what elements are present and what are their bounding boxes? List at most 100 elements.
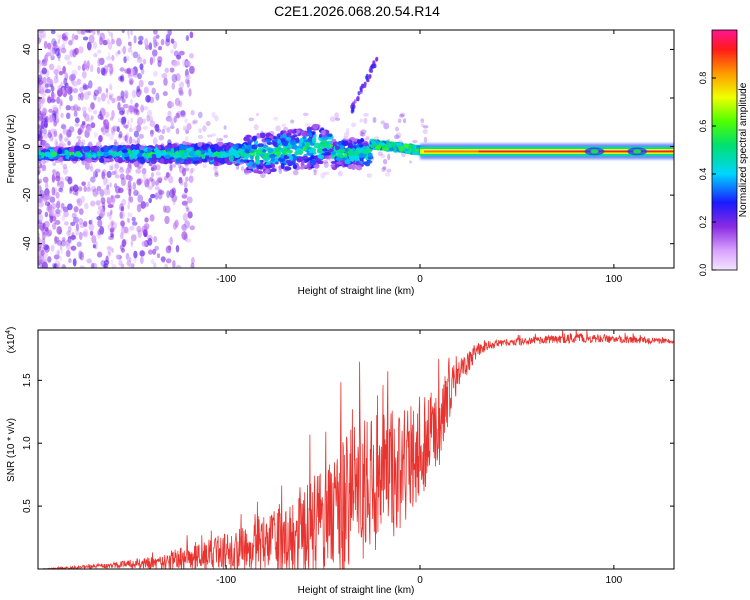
spectrogram-cell	[109, 211, 112, 217]
spectrogram-cell	[197, 134, 203, 140]
spectrogram-cell	[308, 132, 313, 138]
spectrogram-cell	[214, 115, 219, 122]
spectrogram-cell	[180, 110, 186, 116]
spectrogram-cell	[114, 162, 120, 169]
spectrogram-cell	[241, 145, 247, 150]
spectrogram-cell	[114, 169, 118, 175]
spectrogram-cell	[184, 118, 188, 124]
spectrogram-cell	[135, 109, 140, 116]
spectrogram-cell	[295, 137, 300, 143]
spectrogram-cell	[109, 227, 115, 232]
spectrogram-cell	[86, 41, 92, 51]
spectrogram-cell	[192, 119, 199, 124]
spectrogram-cell	[334, 117, 341, 121]
spectrogram-cell	[265, 164, 272, 169]
spectrogram-cell	[44, 151, 52, 158]
spectrogram-cell	[47, 256, 52, 263]
spectrogram-cell	[323, 161, 329, 168]
spectrogram-cell	[144, 38, 149, 47]
spectrogram-cell	[189, 52, 194, 59]
spectrogram-cell	[54, 236, 60, 243]
spectrogram-cell	[118, 168, 125, 173]
spectrogram-cell	[146, 114, 150, 122]
spectrogram-cell	[350, 109, 354, 114]
spectrogram-cell	[121, 30, 125, 34]
spectrogram-cell	[205, 120, 211, 127]
spectrogram-cell	[181, 224, 187, 231]
spectrogram-cell	[184, 187, 188, 194]
spectrogram-cell	[60, 188, 64, 194]
spectrogram-cell	[344, 135, 349, 141]
spectrogram-cell	[166, 151, 171, 155]
spectrogram-cell	[590, 149, 599, 154]
spectrogram-cell	[168, 175, 174, 184]
spectrogram-cell	[49, 133, 54, 142]
spectrogram-cell	[87, 152, 92, 159]
spectrogram-cell	[52, 104, 58, 111]
spectrogram-cell	[92, 170, 99, 178]
spectrogram-cell	[117, 111, 123, 115]
spectrogram-cell	[193, 156, 200, 160]
spectrogram-cell	[175, 128, 180, 135]
spectrogram-cell	[40, 151, 45, 157]
spectrogram-cell	[335, 157, 343, 161]
spectrogram-cell	[46, 96, 52, 104]
spectrogram-cell	[248, 161, 253, 167]
spectrogram-cell	[96, 30, 100, 34]
spectrogram-cell	[78, 208, 84, 215]
spectrogram-cell	[82, 84, 89, 90]
spectrogram-cell	[57, 199, 60, 204]
spectrogram-cell	[132, 72, 139, 78]
spectrogram-cell	[48, 108, 53, 113]
spectrogram-cell	[76, 198, 81, 204]
spectrogram-cell	[68, 39, 73, 46]
spectrogram-cell	[103, 152, 110, 157]
snr-y-tick-label: 1.0	[22, 436, 33, 450]
spectrogram-cell	[323, 171, 330, 176]
spectrogram-cell	[174, 153, 182, 157]
spectrogram-cell	[136, 225, 142, 233]
spectrogram-cell	[81, 120, 86, 126]
spectrogram-cell	[42, 30, 47, 39]
spectrogram-cell	[102, 126, 107, 136]
spectrogram-cell	[38, 195, 42, 202]
spectrogram-cell	[70, 234, 77, 240]
spectrogram-cell	[90, 218, 94, 226]
spectrogram-cell	[84, 30, 91, 33]
spectrogram-cell	[324, 151, 331, 156]
colorbar-tick-label: 0.8	[698, 72, 708, 85]
spectrogram-cell	[202, 145, 207, 150]
spectrogram-cell	[121, 198, 127, 206]
spectrogram-cell	[415, 145, 421, 149]
spectrogram-cell	[57, 85, 60, 91]
spectrogram-cell	[181, 231, 188, 240]
spectrogram-cell	[64, 82, 69, 88]
spectrogram-cell	[178, 50, 185, 56]
spectrogram-cell	[189, 65, 195, 75]
spectrogram-cell	[91, 156, 98, 161]
spectrogram-cell	[154, 123, 160, 132]
spectrogram-cell	[105, 88, 109, 94]
spectrogram-cell	[164, 263, 168, 268]
spectrogram-cell	[60, 81, 63, 87]
spectrogram-cell	[150, 159, 157, 165]
spectrogram-cell	[149, 116, 154, 123]
spectrogram-cell	[162, 91, 168, 97]
spectrogram-cell	[125, 174, 131, 181]
spectrogram-cell	[356, 95, 360, 101]
spectrogram-cell	[103, 263, 109, 268]
spectrogram-cell	[96, 185, 102, 192]
spectrogram-cell	[185, 238, 192, 243]
spectrogram-cell	[181, 194, 188, 199]
snr-scale-group: (x104)	[5, 327, 17, 354]
spectrogram-cell	[123, 124, 129, 129]
spectrogram-y-tick-label: -20	[22, 187, 33, 202]
spectrogram-cell	[72, 87, 79, 94]
spectrogram-cell	[188, 88, 192, 97]
spectrogram-cell	[79, 265, 85, 268]
spectrogram-cell	[96, 216, 102, 221]
snr-x-label: Height of straight line (km)	[298, 585, 415, 596]
spectrogram-cell	[338, 148, 345, 154]
spectrogram-cell	[276, 152, 282, 156]
spectrogram-cell	[152, 35, 157, 44]
